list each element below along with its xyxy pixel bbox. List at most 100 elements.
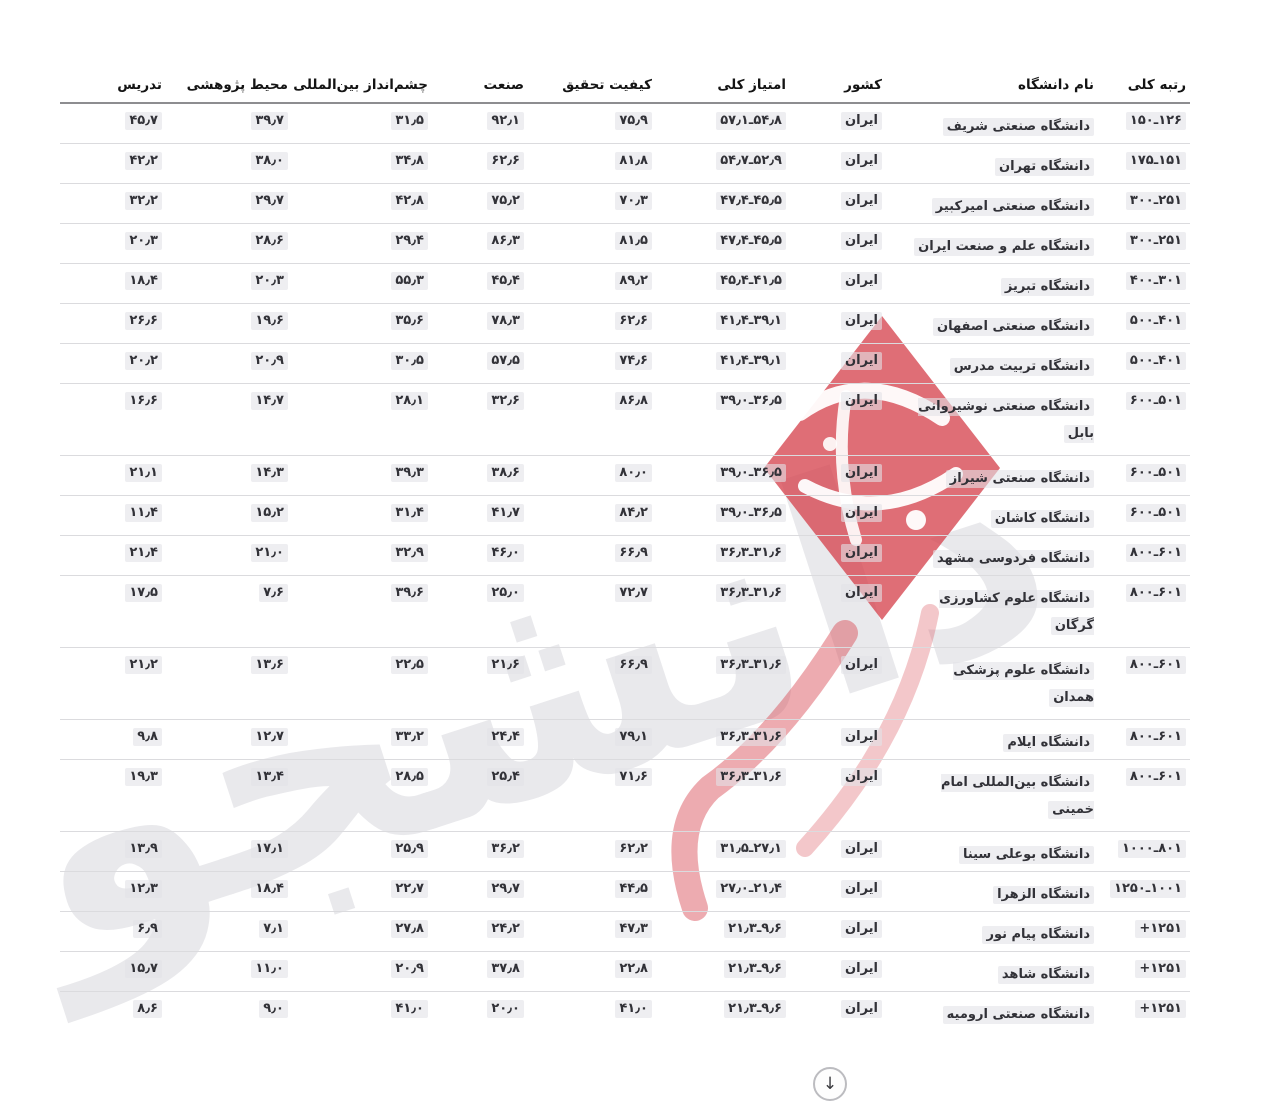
international_outlook-value: ۲۹٫۴ xyxy=(391,231,428,250)
cell-overall: ۳۶٫۵ـ۳۹٫۰ xyxy=(656,383,790,455)
cell-international-outlook: ۲۷٫۸ xyxy=(292,911,432,951)
table-row: ۶۰۱ـ۸۰۰ دانشگاه فردوسی مشهد ایران ۳۱٫۶ـ۳۶٫۳… xyxy=(60,535,1190,575)
rank-value: ۱۲۵۱+ xyxy=(1135,919,1186,938)
industry-value: ۳۸٫۶ xyxy=(487,463,524,482)
rank-value: ۵۰۱ـ۶۰۰ xyxy=(1125,503,1186,522)
table-row: ۵۰۱ـ۶۰۰ دانشگاه کاشان ایران ۳۶٫۵ـ۳۹٫۰ ۸۴٫۲ ۴۱… xyxy=(60,495,1190,535)
cell-name: دانشگاه پیام نور xyxy=(886,911,1098,951)
table-row: ۱۲۵۱+ دانشگاه شاهد ایران ۹٫۶ـ۲۱٫۳ ۲۲٫۸ ۳۷٫۸ ۲۰… xyxy=(60,951,1190,991)
table-row: ۳۰۱ـ۴۰۰ دانشگاه تبریز ایران ۴۱٫۵ـ۴۵٫۴ ۸۹٫۲ ۴۵… xyxy=(60,263,1190,303)
university-name: دانشگاه شاهد xyxy=(997,965,1094,984)
cell-research-environment: ۲۰٫۹ xyxy=(166,343,292,383)
cell-research-quality: ۶۶٫۹ xyxy=(528,647,656,719)
overall-value: ۳۶٫۵ـ۳۹٫۰ xyxy=(716,503,786,522)
research_quality-value: ۷۱٫۶ xyxy=(615,767,652,786)
university-name: دانشگاه صنعتی اصفهان xyxy=(932,317,1094,336)
cell-industry: ۲۵٫۴ xyxy=(432,759,528,831)
research_quality-value: ۶۶٫۹ xyxy=(615,543,652,562)
cell-rank: ۵۰۱ـ۶۰۰ xyxy=(1098,455,1190,495)
research_environment-value: ۳۹٫۷ xyxy=(251,112,288,130)
cell-rank: ۲۵۱ـ۳۰۰ xyxy=(1098,183,1190,223)
cell-international-outlook: ۲۸٫۵ xyxy=(292,759,432,831)
overall-value: ۵۲٫۹ـ۵۴٫۷ xyxy=(716,151,786,170)
country-value: ایران xyxy=(841,999,882,1018)
cell-research-quality: ۷۴٫۶ xyxy=(528,343,656,383)
cell-overall: ۴۵٫۵ـ۴۷٫۴ xyxy=(656,183,790,223)
cell-overall: ۳۱٫۶ـ۳۶٫۳ xyxy=(656,647,790,719)
table-row: ۶۰۱ـ۸۰۰ دانشگاه ایلام ایران ۳۱٫۶ـ۳۶٫۳ ۷۹٫۱ ۲۴… xyxy=(60,719,1190,759)
research_environment-value: ۲۱٫۰ xyxy=(251,543,288,562)
teaching-value: ۱۷٫۵ xyxy=(125,583,162,602)
country-value: ایران xyxy=(841,543,882,562)
cell-teaching: ۳۲٫۲ xyxy=(60,183,166,223)
country-value: ایران xyxy=(841,655,882,674)
research_environment-value: ۱۳٫۶ xyxy=(251,655,288,674)
cell-country: ایران xyxy=(790,343,886,383)
cell-international-outlook: ۳۲٫۹ xyxy=(292,535,432,575)
overall-value: ۴۱٫۵ـ۴۵٫۴ xyxy=(716,271,786,290)
down-arrow-icon: ↓ xyxy=(822,1074,838,1094)
industry-value: ۵۷٫۵ xyxy=(487,351,524,370)
university-name: دانشگاه علم و صنعت ایران xyxy=(914,237,1094,256)
cell-international-outlook: ۲۹٫۴ xyxy=(292,223,432,263)
cell-name: دانشگاه تبریز xyxy=(886,263,1098,303)
research_environment-value: ۳۸٫۰ xyxy=(251,151,288,170)
industry-value: ۲۴٫۴ xyxy=(487,727,524,746)
overall-value: ۳۹٫۱ـ۴۱٫۴ xyxy=(716,311,786,330)
cell-rank: ۴۰۱ـ۵۰۰ xyxy=(1098,343,1190,383)
research_quality-value: ۷۲٫۷ xyxy=(615,583,652,602)
international_outlook-value: ۳۱٫۵ xyxy=(391,112,428,130)
table-row: ۱۲۵۱+ دانشگاه پیام نور ایران ۹٫۶ـ۲۱٫۳ ۴۷٫۳ ۲۴… xyxy=(60,911,1190,951)
header-international-outlook: چشم‌انداز بین‌المللی xyxy=(292,73,432,104)
cell-rank: ۱۲۶ـ۱۵۰ xyxy=(1098,103,1190,143)
cell-overall: ۳۹٫۱ـ۴۱٫۴ xyxy=(656,343,790,383)
rank-value: ۶۰۱ـ۸۰۰ xyxy=(1125,767,1186,786)
industry-value: ۴۶٫۰ xyxy=(487,543,524,562)
rank-value: ۱۲۵۱+ xyxy=(1135,959,1186,978)
overall-value: ۳۱٫۶ـ۳۶٫۳ xyxy=(716,727,786,746)
research_environment-value: ۲۰٫۹ xyxy=(251,351,288,370)
cell-industry: ۴۱٫۷ xyxy=(432,495,528,535)
industry-value: ۲۵٫۰ xyxy=(487,583,524,602)
cell-international-outlook: ۳۳٫۲ xyxy=(292,719,432,759)
cell-name: دانشگاه صنعتی اصفهان xyxy=(886,303,1098,343)
scroll-down-button[interactable]: ↓ xyxy=(813,1067,847,1101)
research_environment-value: ۱۱٫۰ xyxy=(251,959,288,978)
rank-value: ۶۰۱ـ۸۰۰ xyxy=(1125,583,1186,602)
header-university-name: نام دانشگاه xyxy=(886,73,1098,104)
page: دانشجو رتبه کلی نام دانشگاه کشور امتیاز … xyxy=(0,73,1280,1115)
cell-international-outlook: ۴۱٫۰ xyxy=(292,991,432,1031)
teaching-value: ۲۶٫۶ xyxy=(125,311,162,330)
research_quality-value: ۴۴٫۵ xyxy=(615,879,652,898)
rank-value: ۵۰۱ـ۶۰۰ xyxy=(1125,391,1186,410)
cell-international-outlook: ۳۵٫۶ xyxy=(292,303,432,343)
industry-value: ۶۲٫۶ xyxy=(487,151,524,170)
table-row: ۱۲۶ـ۱۵۰ دانشگاه صنعتی شریف ایران ۵۴٫۸ـ۵۷٫۱ ۷… xyxy=(60,103,1190,143)
cell-overall: ۳۱٫۶ـ۳۶٫۳ xyxy=(656,759,790,831)
table-row: ۴۰۱ـ۵۰۰ دانشگاه تربیت مدرس ایران ۳۹٫۱ـ۴۱٫۴ ۷… xyxy=(60,343,1190,383)
international_outlook-value: ۲۲٫۷ xyxy=(391,879,428,898)
cell-teaching: ۸٫۶ xyxy=(60,991,166,1031)
cell-rank: ۶۰۱ـ۸۰۰ xyxy=(1098,719,1190,759)
country-value: ایران xyxy=(841,191,882,210)
international_outlook-value: ۳۲٫۹ xyxy=(391,543,428,562)
research_environment-value: ۲۸٫۶ xyxy=(251,231,288,250)
industry-value: ۲۹٫۷ xyxy=(487,879,524,898)
cell-research-quality: ۷۰٫۳ xyxy=(528,183,656,223)
teaching-value: ۱۸٫۴ xyxy=(125,271,162,290)
cell-country: ایران xyxy=(790,223,886,263)
table-row: ۲۵۱ـ۳۰۰ دانشگاه صنعتی امیرکبیر ایران ۴۵٫۵ـ۴… xyxy=(60,183,1190,223)
cell-name: دانشگاه تهران xyxy=(886,143,1098,183)
research_quality-value: ۷۰٫۳ xyxy=(615,191,652,210)
rank-value: ۴۰۱ـ۵۰۰ xyxy=(1125,311,1186,330)
cell-country: ایران xyxy=(790,263,886,303)
overall-value: ۳۱٫۶ـ۳۶٫۳ xyxy=(716,767,786,786)
overall-value: ۲۷٫۱ـ۳۱٫۵ xyxy=(716,839,786,858)
research_quality-value: ۶۶٫۹ xyxy=(615,655,652,674)
cell-name: دانشگاه صنعتی امیرکبیر xyxy=(886,183,1098,223)
cell-country: ایران xyxy=(790,831,886,871)
cell-teaching: ۱۱٫۴ xyxy=(60,495,166,535)
research_quality-value: ۸۴٫۲ xyxy=(615,503,652,522)
university-name: دانشگاه فردوسی مشهد xyxy=(932,549,1094,568)
cell-international-outlook: ۴۲٫۸ xyxy=(292,183,432,223)
